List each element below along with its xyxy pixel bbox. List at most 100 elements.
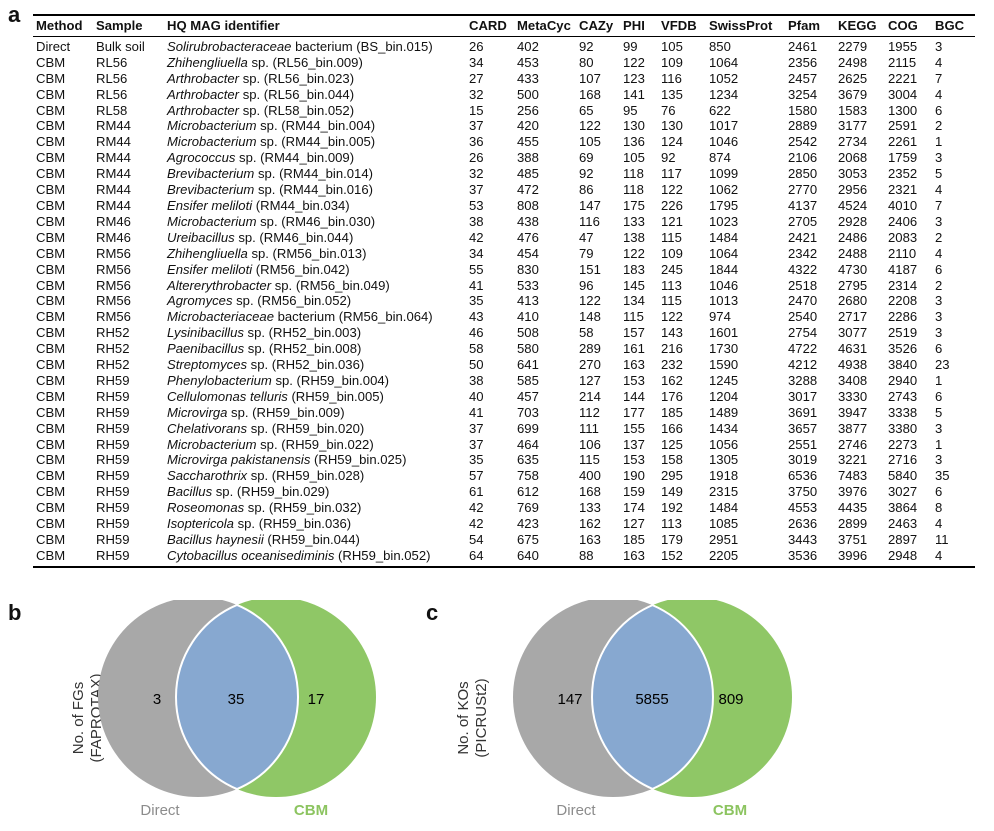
column-header: KEGG xyxy=(835,13,885,37)
value-cell: 3004 xyxy=(888,86,918,102)
value-cell: 1 xyxy=(935,372,943,388)
value-cell: 2352 xyxy=(888,166,918,182)
venn-b-label-direct: Direct xyxy=(140,802,180,819)
sample-cell: RH59 xyxy=(96,516,130,532)
taxon-rank-suffix: sp. xyxy=(239,86,261,102)
venn-c-label-cbm: CBM xyxy=(713,802,747,819)
value-cell: 758 xyxy=(517,468,539,484)
taxon-name: Roseomonas xyxy=(167,500,245,516)
value-cell: 113 xyxy=(661,516,682,532)
value-cell: 1300 xyxy=(888,102,918,118)
value-cell: 2940 xyxy=(888,372,918,388)
value-cell: 41 xyxy=(469,404,484,420)
venn-b-left-count: 3 xyxy=(153,691,161,708)
value-cell: 2 xyxy=(935,229,943,245)
value-cell: 4010 xyxy=(888,197,918,213)
value-cell: 533 xyxy=(517,277,539,293)
table-row: CBM RM46 Microbacterium sp. (RM46_bin.030)… xyxy=(33,214,975,230)
mag-identifier-cell: Microbacteriaceae bacterium (RM56_bin.06… xyxy=(164,309,466,325)
value-cell: 3536 xyxy=(785,547,835,568)
method-cell: CBM xyxy=(36,70,66,86)
value-cell: 115 xyxy=(579,452,600,468)
taxon-name: Arthrobacter xyxy=(167,70,240,86)
table-row: CBM RM44 Brevibacterium sp. (RM44_bin.014)… xyxy=(33,166,975,182)
sample-cell: RM44 xyxy=(96,150,131,166)
value-cell: 5 xyxy=(935,166,943,182)
value-cell: 808 xyxy=(517,197,539,213)
taxon-name: Zhihengliuella xyxy=(167,54,248,70)
value-cell: 1601 xyxy=(709,325,739,341)
value-cell: 2106 xyxy=(788,150,818,166)
value-cell: 4137 xyxy=(788,197,818,213)
value-cell: 116 xyxy=(579,213,600,229)
method-cell: CBM xyxy=(36,293,66,309)
mag-identifier-cell: Phenylobacterium sp. (RH59_bin.004) xyxy=(164,373,466,389)
value-cell: 438 xyxy=(517,213,539,229)
value-cell: 3996 xyxy=(835,547,885,568)
value-cell: 153 xyxy=(623,452,645,468)
value-cell: 641 xyxy=(517,357,539,373)
value-cell: 46 xyxy=(469,325,484,341)
value-cell: 1489 xyxy=(709,404,739,420)
mag-identifier-cell: Microbacterium sp. (RM46_bin.030) xyxy=(164,214,466,230)
taxon-rank-suffix: sp. xyxy=(271,372,293,388)
mag-annotation-table-wrapper: Method Sample HQ MAG identifier CARD MetaCyc… xyxy=(33,13,975,568)
value-cell: 3017 xyxy=(788,388,818,404)
bin-id: (RH52_bin.036) xyxy=(268,357,365,373)
taxon-name: Ureibacillus xyxy=(167,229,235,245)
sample-cell: RL58 xyxy=(96,102,128,118)
mag-identifier-cell: Microvirga sp. (RH59_bin.009) xyxy=(164,405,466,421)
value-cell: 640 xyxy=(514,547,576,568)
value-cell: 3177 xyxy=(838,118,868,134)
value-cell: 166 xyxy=(661,420,683,436)
method-cell: CBM xyxy=(36,182,66,198)
value-cell: 2261 xyxy=(888,134,918,150)
value-cell: 112 xyxy=(579,404,600,420)
value-cell: 1064 xyxy=(709,245,739,261)
value-cell: 109 xyxy=(661,54,683,70)
value-cell: 145 xyxy=(623,277,645,293)
taxon-name: Zhihengliuella xyxy=(167,245,248,261)
value-cell: 40 xyxy=(469,388,484,404)
value-cell: 4435 xyxy=(838,500,868,516)
bin-id: (RH59_bin.005) xyxy=(287,388,384,404)
value-cell: 1484 xyxy=(709,500,739,516)
taxon-rank-suffix: sp. xyxy=(235,150,257,166)
value-cell: 4524 xyxy=(838,197,868,213)
value-cell: 2461 xyxy=(788,38,818,54)
value-cell: 3657 xyxy=(788,420,818,436)
table-row: CBM RL56 Zhihengliuella sp. (RL56_bin.009)… xyxy=(33,55,975,71)
mag-identifier-cell: Isoptericola sp. (RH59_bin.036) xyxy=(164,516,466,532)
value-cell: 99 xyxy=(623,38,638,54)
value-cell: 161 xyxy=(623,341,645,357)
value-cell: 95 xyxy=(623,102,638,118)
sample-cell: Bulk soil xyxy=(96,38,145,54)
value-cell: 476 xyxy=(517,229,539,245)
value-cell: 35 xyxy=(935,468,950,484)
table-row: CBM RH59 Microbacterium sp. (RH59_bin.022)… xyxy=(33,437,975,453)
value-cell: 1 xyxy=(935,436,943,452)
value-cell: 2083 xyxy=(888,229,918,245)
value-cell: 402 xyxy=(517,38,539,54)
value-cell: 115 xyxy=(661,229,682,245)
value-cell: 410 xyxy=(517,309,539,325)
value-cell: 675 xyxy=(517,532,539,547)
method-cell: CBM xyxy=(36,532,66,547)
value-cell: 144 xyxy=(623,388,645,404)
value-cell: 137 xyxy=(623,436,645,452)
mag-identifier-cell: Arthrobacter sp. (RL56_bin.044) xyxy=(164,87,466,103)
taxon-name: Streptomyces xyxy=(167,357,248,373)
bin-id: (RM44_bin.004) xyxy=(277,118,376,134)
value-cell: 3750 xyxy=(788,484,818,500)
method-cell: Direct xyxy=(36,38,71,54)
method-cell: CBM xyxy=(36,118,66,134)
value-cell: 388 xyxy=(517,150,539,166)
value-cell: 2205 xyxy=(706,547,785,568)
mag-identifier-cell: Bacillus haynesii (RH59_bin.044) xyxy=(164,532,466,548)
bin-id: (RM44_bin.016) xyxy=(275,182,373,198)
value-cell: 1085 xyxy=(709,516,739,532)
value-cell: 115 xyxy=(661,293,682,309)
table-row: CBM RH59 Bacillus haynesii (RH59_bin.044) 5… xyxy=(33,532,975,548)
value-cell: 127 xyxy=(623,516,645,532)
value-cell: 413 xyxy=(517,293,539,309)
